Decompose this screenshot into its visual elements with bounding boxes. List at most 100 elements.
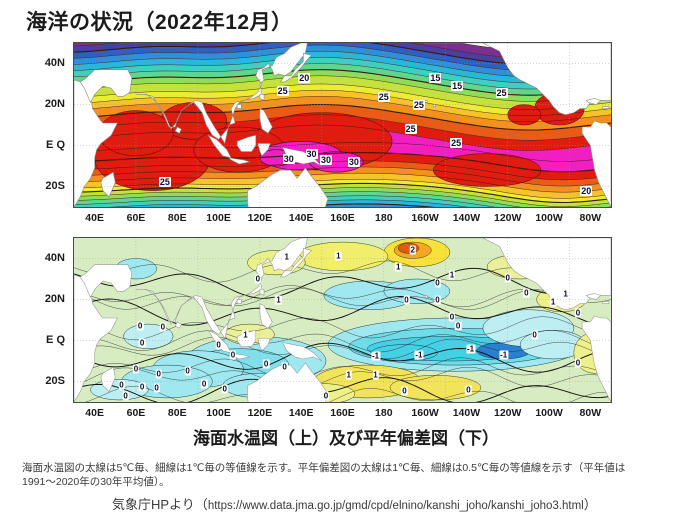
anomaly-x-axis-labels: 40E 60E 80E 100E 120E 140E 160E 180 160W 140W 120W…: [73, 405, 612, 421]
contour-label: 25: [276, 86, 289, 97]
anomaly-y-axis-labels: 40N 20N E Q 20S: [26, 237, 69, 403]
contour-label: 1: [372, 370, 379, 380]
x-axis-tick: 100E: [206, 407, 231, 419]
contour-label: 20: [580, 185, 593, 196]
contour-label: 15: [429, 72, 442, 83]
contour-label: 0: [200, 379, 208, 389]
contour-label: 1: [242, 330, 249, 340]
x-axis-tick: 180: [375, 212, 393, 224]
contour-label: 0: [153, 383, 160, 393]
x-axis-tick: 140W: [452, 407, 481, 419]
contour-label: 1: [335, 251, 342, 261]
contour-label: 20: [298, 72, 311, 83]
source-url[interactable]: https://www.data.jma.go.jp/gmd/cpd/elnin…: [207, 500, 584, 512]
x-axis-tick: 120W: [494, 212, 522, 224]
contour-label: -1: [370, 351, 381, 361]
contour-label: 0: [574, 358, 582, 368]
contour-label: 25: [450, 138, 463, 149]
contour-label: 0: [454, 321, 462, 331]
anomaly-contour-labels: 0 0 0 0 0 0 0 0 0 0 0 0 0 0 0 0 1 0 1 1 1 1 0 0 0 1 1 0 2 1 0 0 0 -1 -1 -1-…: [73, 237, 612, 403]
anomaly-map-panel: [73, 237, 612, 403]
contour-label: 0: [136, 321, 144, 331]
contour-label: 25: [412, 99, 425, 110]
contour-label: 0: [221, 384, 228, 394]
figure-note: 海面水温図の太線は5℃毎、細線は1℃毎の等値線を示す。平年偏差図の太線は1℃毎、…: [22, 461, 677, 489]
contour-label: 1: [395, 262, 402, 272]
x-axis-tick: 120W: [494, 407, 522, 419]
contour-label: 0: [155, 369, 162, 379]
contour-label: 0: [531, 330, 538, 340]
figure-caption: 海面水温図（上）及び平年偏差図（下）: [193, 429, 499, 448]
contour-label: 25: [404, 124, 417, 135]
figure-note-line-1: 海面水温図の太線は5℃毎、細線は1℃毎の等値線を示す。平年偏差図の太線は1℃毎、…: [22, 462, 626, 474]
y-axis-tick: 20S: [45, 374, 65, 387]
contour-label: 2: [409, 245, 416, 255]
contour-label: 30: [347, 156, 360, 167]
contour-label: 1: [275, 295, 282, 304]
contour-label: 0: [159, 322, 167, 332]
x-axis-tick: 60E: [126, 407, 146, 419]
x-axis-tick: 60E: [126, 212, 146, 224]
x-axis-tick: 160W: [411, 212, 439, 224]
x-axis-tick: 80E: [167, 407, 187, 419]
contour-label: 0: [122, 391, 129, 401]
y-axis-tick: 40N: [44, 56, 65, 69]
source-suffix: ）: [583, 497, 597, 512]
x-axis-tick: 100E: [206, 212, 231, 224]
contour-label: 0: [118, 380, 125, 390]
sst-x-axis-labels: 40E 60E 80E 100E 120E 140E 160E 180 160W 140W 120W…: [73, 210, 612, 226]
contour-label: 0: [138, 382, 146, 392]
x-axis-tick: 180: [375, 407, 393, 419]
contour-label: 0: [401, 386, 408, 396]
figure-note-line-2: 1991～2020年の30年平均値）。: [22, 476, 170, 488]
y-axis-tick: 40N: [44, 251, 65, 264]
contour-label: 0: [254, 274, 262, 284]
x-axis-tick: 80E: [167, 212, 187, 224]
contour-label: -1: [499, 350, 509, 360]
contour-label: 30: [305, 148, 318, 159]
x-axis-tick: 140E: [288, 407, 314, 419]
source-prefix: 気象庁HPより（: [112, 497, 208, 512]
contour-label: 30: [319, 154, 332, 165]
contour-label: 0: [465, 385, 472, 395]
contour-label: 0: [322, 391, 330, 401]
x-axis-tick: 160E: [330, 212, 355, 224]
contour-label: 1: [283, 252, 290, 262]
contour-label: 15: [451, 81, 464, 92]
contour-label: 25: [495, 88, 508, 99]
x-axis-tick: 100W: [535, 407, 563, 419]
contour-label: 0: [132, 364, 140, 374]
x-axis-tick: 160E: [330, 407, 355, 419]
x-axis-tick: 40E: [85, 407, 104, 419]
contour-label: -1: [465, 344, 476, 354]
y-axis-tick: E Q: [46, 138, 65, 151]
contour-label: 0: [403, 295, 410, 304]
x-axis-tick: 160W: [411, 407, 439, 419]
contour-label: 0: [523, 288, 530, 298]
y-axis-tick: 20N: [44, 292, 65, 305]
contour-label: 0: [215, 340, 222, 350]
x-axis-tick: 100W: [535, 212, 563, 224]
contour-label: 0: [434, 278, 441, 288]
contour-label: 1: [562, 289, 569, 299]
contour-label: 0: [448, 312, 456, 322]
x-axis-tick: 120E: [247, 407, 273, 419]
y-axis-tick: 20S: [45, 179, 65, 192]
anomaly-map-frame: [73, 237, 612, 403]
page-title: 海洋の状況（2022年12月）: [26, 11, 293, 34]
contour-label: 0: [184, 366, 191, 376]
contour-label: 0: [281, 362, 288, 372]
x-axis-tick: 140W: [452, 212, 481, 224]
contour-label: 25: [158, 177, 171, 188]
contour-label: 0: [434, 295, 441, 304]
contour-label: 1: [549, 297, 557, 307]
x-axis-tick: 80W: [579, 407, 602, 419]
x-axis-tick: 80W: [579, 212, 602, 224]
contour-label: 0: [262, 359, 270, 369]
x-axis-tick: 120E: [247, 212, 273, 224]
contour-label: -1: [414, 350, 424, 360]
sst-y-axis-labels: 40N 20N E Q 20S: [26, 42, 69, 208]
contour-label: 25: [377, 92, 390, 103]
contour-label: 1: [448, 270, 456, 280]
